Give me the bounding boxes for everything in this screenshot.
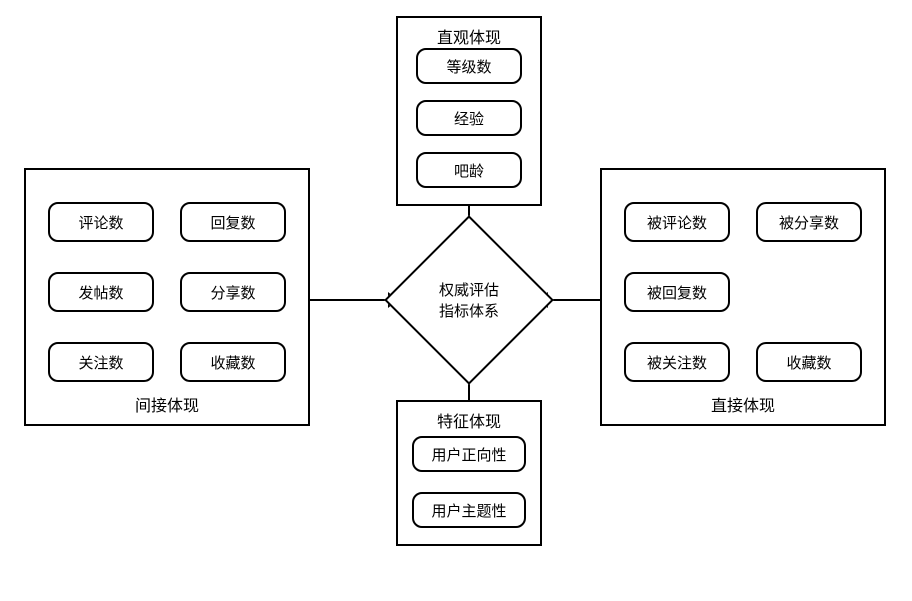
- item-label: 收藏数: [786, 352, 831, 373]
- item-bottom-0: 用户正向性: [412, 436, 526, 472]
- item-left-0: 评论数: [48, 202, 154, 242]
- item-label: 用户主题性: [431, 500, 506, 521]
- item-label: 被关注数: [647, 352, 707, 373]
- item-label: 被回复数: [647, 282, 707, 303]
- item-right-2: 被回复数: [624, 272, 730, 312]
- panel-left-title: 间接体现: [26, 392, 308, 416]
- item-label: 经验: [454, 108, 484, 129]
- center-diamond: [384, 215, 554, 385]
- item-top-0: 等级数: [416, 48, 522, 84]
- item-left-2: 发帖数: [48, 272, 154, 312]
- item-label: 评论数: [78, 212, 123, 233]
- item-label: 回复数: [210, 212, 255, 233]
- panel-bottom-title: 特征体现: [398, 408, 540, 432]
- item-left-1: 回复数: [180, 202, 286, 242]
- arrow-right-line: [548, 299, 600, 301]
- item-left-3: 分享数: [180, 272, 286, 312]
- item-bottom-1: 用户主题性: [412, 492, 526, 528]
- item-top-2: 吧龄: [416, 152, 522, 188]
- item-left-4: 关注数: [48, 342, 154, 382]
- item-label: 被评论数: [647, 212, 707, 233]
- item-label: 吧龄: [454, 160, 484, 181]
- panel-top-title: 直观体现: [398, 24, 540, 48]
- item-right-3: 被关注数: [624, 342, 730, 382]
- item-label: 用户正向性: [431, 444, 506, 465]
- item-label: 收藏数: [210, 352, 255, 373]
- item-left-5: 收藏数: [180, 342, 286, 382]
- item-label: 等级数: [446, 56, 491, 77]
- item-label: 被分享数: [779, 212, 839, 233]
- arrow-left-line: [310, 299, 390, 301]
- item-right-0: 被评论数: [624, 202, 730, 242]
- item-right-4: 收藏数: [756, 342, 862, 382]
- item-label: 关注数: [78, 352, 123, 373]
- item-top-1: 经验: [416, 100, 522, 136]
- item-label: 分享数: [210, 282, 255, 303]
- item-label: 发帖数: [78, 282, 123, 303]
- item-right-1: 被分享数: [756, 202, 862, 242]
- panel-right-title: 直接体现: [602, 392, 884, 416]
